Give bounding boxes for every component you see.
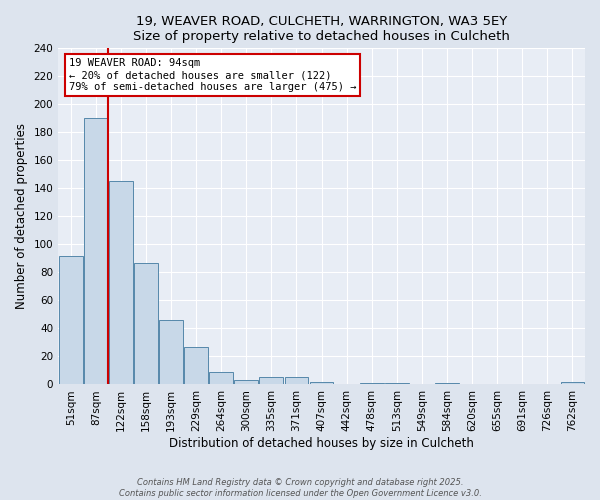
Bar [109,182,133,384]
Bar [209,372,233,384]
Bar [284,378,308,384]
Bar [184,346,208,385]
Bar [310,382,334,384]
Text: 19 WEAVER ROAD: 94sqm
← 20% of detached houses are smaller (122)
79% of semi-det: 19 WEAVER ROAD: 94sqm ← 20% of detached … [69,58,356,92]
Bar [360,383,383,384]
Bar [385,383,409,384]
Bar [159,320,183,384]
Bar [59,256,83,384]
Bar [235,380,258,384]
Bar [435,383,459,384]
Y-axis label: Number of detached properties: Number of detached properties [15,124,28,310]
Title: 19, WEAVER ROAD, CULCHETH, WARRINGTON, WA3 5EY
Size of property relative to deta: 19, WEAVER ROAD, CULCHETH, WARRINGTON, W… [133,15,510,43]
Text: Contains HM Land Registry data © Crown copyright and database right 2025.
Contai: Contains HM Land Registry data © Crown c… [119,478,481,498]
X-axis label: Distribution of detached houses by size in Culcheth: Distribution of detached houses by size … [169,437,474,450]
Bar [560,382,584,384]
Bar [259,378,283,384]
Bar [134,262,158,384]
Bar [84,118,108,384]
